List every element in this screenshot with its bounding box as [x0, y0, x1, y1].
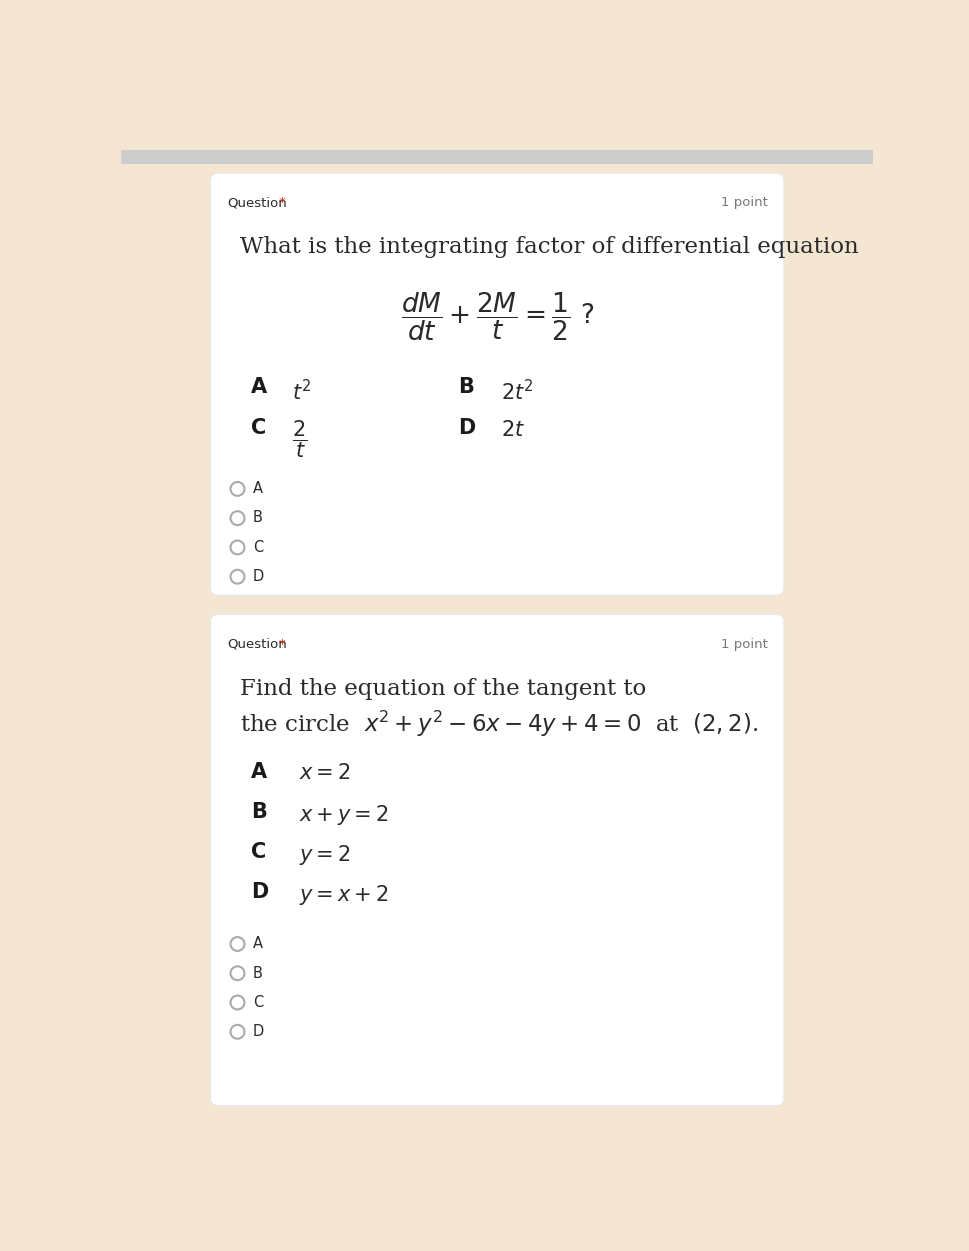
Text: A: A — [253, 482, 263, 497]
Text: 1 point: 1 point — [721, 638, 767, 651]
Text: C: C — [250, 418, 266, 438]
Text: C: C — [250, 842, 266, 862]
FancyBboxPatch shape — [210, 173, 783, 595]
Text: $y = 2$: $y = 2$ — [299, 843, 351, 867]
Text: A: A — [250, 378, 266, 398]
FancyBboxPatch shape — [210, 614, 783, 1106]
Text: What is the integrating factor of differential equation: What is the integrating factor of differ… — [239, 236, 858, 259]
Text: $x + y = 2$: $x + y = 2$ — [299, 803, 389, 827]
Text: D: D — [250, 882, 267, 902]
Text: B: B — [250, 802, 266, 822]
Text: B: B — [253, 966, 263, 981]
Text: B: B — [458, 378, 474, 398]
Text: Find the equation of the tangent to: Find the equation of the tangent to — [239, 678, 645, 699]
Text: *: * — [278, 638, 285, 651]
FancyBboxPatch shape — [121, 150, 872, 164]
Text: Question: Question — [227, 638, 287, 651]
Text: $\dfrac{dM}{dt} + \dfrac{2M}{t} = \dfrac{1}{2}\ ?$: $\dfrac{dM}{dt} + \dfrac{2M}{t} = \dfrac… — [400, 290, 593, 343]
Text: $t^2$: $t^2$ — [292, 379, 311, 404]
Text: D: D — [458, 418, 475, 438]
Text: the circle  $x^2 + y^2 - 6x - 4y + 4 = 0$  at  $(2,2)$.: the circle $x^2 + y^2 - 6x - 4y + 4 = 0$… — [239, 708, 758, 738]
Text: $x = 2$: $x = 2$ — [299, 763, 351, 783]
Text: D: D — [253, 569, 264, 584]
Text: *: * — [278, 196, 285, 209]
Text: D: D — [253, 1025, 264, 1040]
Text: Question: Question — [227, 196, 287, 209]
Text: 1 point: 1 point — [721, 196, 767, 209]
Text: $2t^2$: $2t^2$ — [500, 379, 533, 404]
Text: B: B — [253, 510, 263, 525]
Text: $2t$: $2t$ — [500, 419, 524, 439]
Text: $\dfrac{2}{t}$: $\dfrac{2}{t}$ — [292, 418, 307, 459]
Text: C: C — [253, 995, 263, 1010]
Text: A: A — [250, 762, 266, 782]
Text: A: A — [253, 936, 263, 951]
Text: C: C — [253, 539, 263, 554]
Text: $y = x + 2$: $y = x + 2$ — [299, 883, 389, 907]
